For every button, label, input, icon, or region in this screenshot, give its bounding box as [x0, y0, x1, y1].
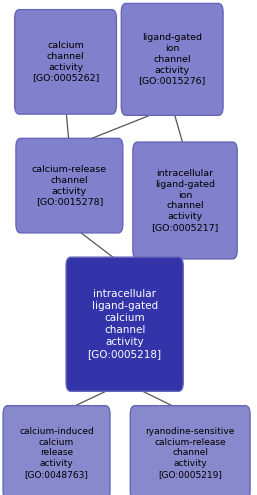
Text: ligand-gated
ion
channel
activity
[GO:0015276]: ligand-gated ion channel activity [GO:00… — [139, 33, 206, 86]
Text: calcium-induced
calcium
release
activity
[GO:0048763]: calcium-induced calcium release activity… — [19, 427, 94, 479]
FancyBboxPatch shape — [133, 142, 237, 259]
FancyBboxPatch shape — [15, 10, 116, 114]
FancyBboxPatch shape — [121, 3, 223, 115]
FancyBboxPatch shape — [66, 257, 183, 391]
Text: intracellular
ligand-gated
calcium
channel
activity
[GO:0005218]: intracellular ligand-gated calcium chann… — [88, 289, 162, 359]
Text: calcium-release
channel
activity
[GO:0015278]: calcium-release channel activity [GO:001… — [32, 165, 107, 206]
Text: ryanodine-sensitive
calcium-release
channel
activity
[GO:0005219]: ryanodine-sensitive calcium-release chan… — [145, 427, 235, 479]
FancyBboxPatch shape — [3, 406, 110, 495]
FancyBboxPatch shape — [130, 406, 250, 495]
Text: intracellular
ligand-gated
ion
channel
activity
[GO:0005217]: intracellular ligand-gated ion channel a… — [151, 169, 219, 232]
Text: calcium
channel
activity
[GO:0005262]: calcium channel activity [GO:0005262] — [32, 41, 99, 83]
FancyBboxPatch shape — [16, 139, 123, 233]
